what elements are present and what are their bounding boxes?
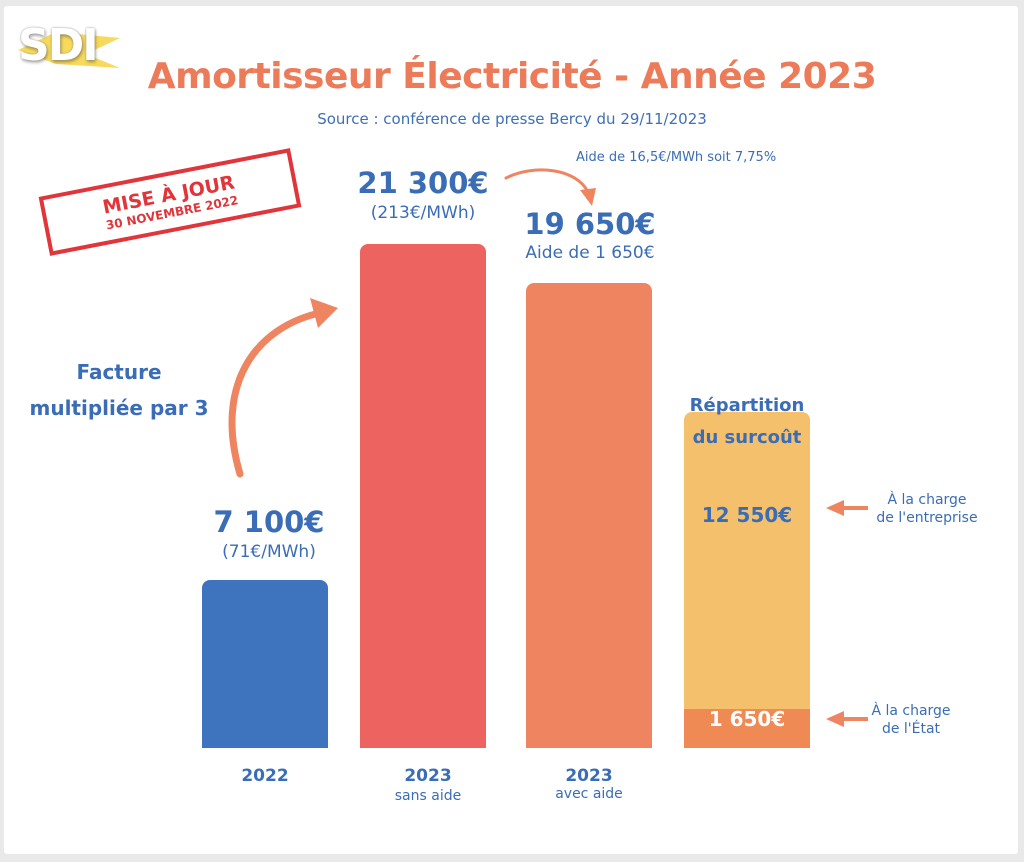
side-label-entreprise-line-1: À la charge <box>887 492 967 508</box>
bar-value-label-2023-avec-aide: 19 650€ <box>524 207 656 241</box>
side-label-entreprise-line-2: de l'entreprise <box>876 510 978 526</box>
side-label-etat-line-2: de l'État <box>881 721 941 737</box>
breakdown-segment-entreprise-base <box>684 698 810 709</box>
bar-2023-sans-aide <box>360 244 486 748</box>
category-label-2023-avec-aide: 2023 <box>565 766 613 786</box>
arrow-left-etat-icon <box>826 711 844 727</box>
category-label-2022: 2022 <box>241 766 289 786</box>
aid-arrowhead-icon <box>580 188 596 206</box>
segment-value-entreprise: 12 550€ <box>701 503 793 527</box>
sdi-logo <box>16 24 124 74</box>
bar-2023-sans-aide-base <box>360 738 486 748</box>
multiplier-line-2: multipliée par 3 <box>29 396 209 420</box>
breakdown-segment-etat <box>684 708 810 748</box>
breakdown-title: Répartition du surcoût <box>664 390 830 454</box>
breakdown-segment-entreprise <box>684 412 810 709</box>
bar-sublabel-2022: (71€/MWh) <box>222 542 316 562</box>
multiplier-annotation: Facture multipliée par 3 <box>14 354 224 426</box>
segment-value-etat: 1 650€ <box>708 707 786 731</box>
bar-value-label-2022: 7 100€ <box>213 505 325 539</box>
bar-2023-avec-aide <box>526 283 652 748</box>
chart-subtitle: Source : conférence de presse Bercy du 2… <box>317 110 707 128</box>
bar-2022 <box>202 580 328 748</box>
aid-note: Aide de 16,5€/MWh soit 7,75% <box>576 150 777 165</box>
bar-sublabel-2023-avec-aide: Aide de 1 650€ <box>525 243 655 263</box>
category-sublabel-sans-aide: sans aide <box>394 788 462 804</box>
arrow-left-entreprise-icon <box>826 500 844 516</box>
bar-sublabel-2023-sans-aide: (213€/MWh) <box>370 203 476 223</box>
bar-value-label-2023-sans-aide: 21 300€ <box>357 166 489 200</box>
category-sublabel-avec-aide: avec aide <box>555 786 623 802</box>
category-label-2023-sans-aide: 2023 <box>404 766 452 786</box>
breakdown-title-line-1: Répartition <box>689 395 805 416</box>
bar-2023-avec-aide-base <box>526 738 652 748</box>
logo-text: SDI <box>18 20 99 71</box>
multiplier-line-1: Facture <box>76 360 162 384</box>
multiplier-arrow-icon <box>228 308 328 478</box>
chart-canvas <box>202 168 868 748</box>
logo-sparkle-icon <box>18 32 120 68</box>
side-label-etat: À la charge de l'État <box>836 702 986 738</box>
multiplier-arrowhead-icon <box>310 298 338 328</box>
side-label-etat-line-1: À la charge <box>871 703 951 719</box>
bar-2022-base <box>202 738 328 748</box>
infographic-card <box>4 6 1018 854</box>
aid-arrow-icon <box>504 168 590 194</box>
side-label-entreprise: À la charge de l'entreprise <box>852 491 1002 527</box>
breakdown-title-line-2: du surcoût <box>692 427 802 448</box>
chart-title: Amortisseur Électricité - Année 2023 <box>147 56 877 97</box>
